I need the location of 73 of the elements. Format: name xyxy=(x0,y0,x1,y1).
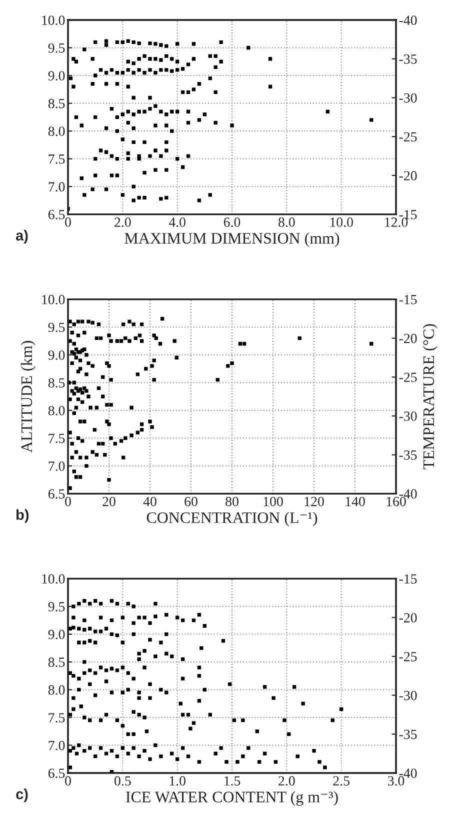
x-tick-label: 12.0 xyxy=(385,218,408,227)
y-tick-label: 8.0 xyxy=(48,126,65,136)
y-tick-label: 6.5 xyxy=(48,768,65,778)
x-tick-label: 10.0 xyxy=(330,218,353,227)
y-tick-label: 7.5 xyxy=(48,154,65,164)
y-tick-label: 8.5 xyxy=(48,658,65,667)
y-tick-label: 9.0 xyxy=(48,630,65,640)
x-tick-label: 20 xyxy=(102,496,116,506)
y-tick-label: 7.0 xyxy=(48,461,65,471)
y2-tick-label: -25 xyxy=(399,132,417,142)
y-tick-label: 7.0 xyxy=(48,182,65,192)
x-tick-label: 120 xyxy=(304,496,324,506)
y2-tick-label: -35 xyxy=(399,450,417,460)
x-tick-label: 0 xyxy=(65,218,71,227)
y2-tick-label: -35 xyxy=(399,730,417,740)
y2-tick-label: -15 xyxy=(399,574,417,584)
y-tick-label: 6.5 xyxy=(48,489,65,499)
text: c) xyxy=(16,788,28,802)
x-tick-label: 80 xyxy=(226,496,238,506)
y2-tick-label: -20 xyxy=(399,334,417,344)
y-tick-label: 7.5 xyxy=(48,434,65,444)
x-tick-label: 0 xyxy=(65,496,71,506)
y-tick-label: 8.0 xyxy=(48,685,65,695)
y-tick-label: 9.0 xyxy=(48,350,65,360)
y2-tick-label: -40 xyxy=(399,16,417,25)
y-tick-label: 6.5 xyxy=(48,210,65,220)
y2-tick-label: -30 xyxy=(399,690,417,700)
y2-axis-title: TEMPERATURE (°C) xyxy=(422,324,438,470)
y2-tick-label: -25 xyxy=(399,372,417,382)
y2-tick-label: -35 xyxy=(399,54,417,64)
x-axis-title: CONCENTRATION (L⁻¹) xyxy=(146,512,318,526)
y-tick-label: 9.5 xyxy=(48,43,65,53)
x-tick-label: 100 xyxy=(264,496,283,506)
x-tick-label: 0.5 xyxy=(114,776,131,786)
x-tick-label: 2.0 xyxy=(114,218,131,227)
y-tick-label: 9.5 xyxy=(48,322,65,332)
y-tick-label: 9.0 xyxy=(48,71,65,81)
y2-tick-label: -40 xyxy=(399,489,417,499)
x-tick-label: 4.0 xyxy=(168,218,186,227)
y-tick-label: 8.5 xyxy=(48,98,65,108)
y2-tick-label: -25 xyxy=(399,652,417,662)
y-tick-label: 10.0 xyxy=(42,574,65,584)
x-tick-label: 6.0 xyxy=(224,218,240,227)
y2-tick-label: -30 xyxy=(399,93,417,103)
x-tick-label: 2.5 xyxy=(333,776,350,786)
x-axis-title: ICE WATER CONTENT (g m⁻³) xyxy=(126,791,338,806)
y2-tick-label: -15 xyxy=(399,294,417,304)
y-tick-label: 9.5 xyxy=(48,602,65,612)
x-tick-label: 140 xyxy=(346,496,365,506)
y-tick-label: 8.5 xyxy=(48,378,65,388)
x-axis-title: MAXIMUM DIMENSION (mm) xyxy=(124,232,340,247)
text: b) xyxy=(16,509,29,523)
y2-tick-label: -20 xyxy=(399,171,417,180)
x-tick-label: 40 xyxy=(143,496,156,506)
text: a) xyxy=(16,230,28,244)
x-tick-label: 60 xyxy=(184,496,198,506)
x-tick-label: 160 xyxy=(386,496,406,506)
y-axis-title: ALTITUDE (km) xyxy=(20,340,36,453)
y-tick-label: 10.0 xyxy=(42,16,65,26)
x-tick-label: 8.0 xyxy=(278,218,295,227)
y2-tick-label: -15 xyxy=(399,210,417,220)
x-tick-label: 1.5 xyxy=(224,776,240,786)
y2-tick-label: -40 xyxy=(399,768,417,778)
y2-tick-label: -30 xyxy=(399,412,417,421)
y-tick-label: 7.0 xyxy=(48,740,65,750)
x-tick-label: 3.0 xyxy=(388,776,404,786)
y-tick-label: 8.0 xyxy=(48,406,65,416)
x-tick-label: 2.0 xyxy=(278,776,295,786)
y2-tick-label: -20 xyxy=(399,613,417,622)
y-tick-label: 10.0 xyxy=(42,294,65,304)
x-tick-label: 0 xyxy=(65,776,71,786)
x-tick-label: 1.0 xyxy=(170,776,186,786)
y-tick-label: 7.5 xyxy=(48,713,65,722)
